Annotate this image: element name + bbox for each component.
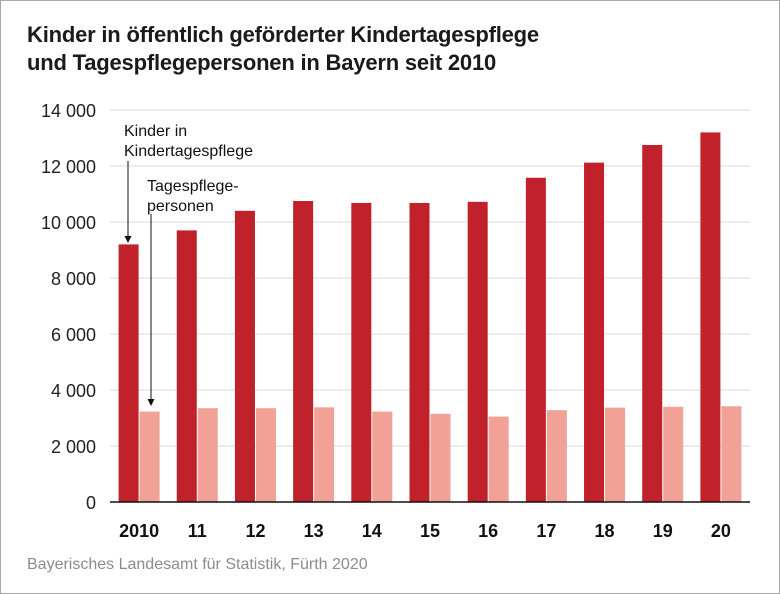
bar-children <box>467 201 488 502</box>
x-tick-label: 20 <box>711 521 731 541</box>
y-tick-label: 12 000 <box>41 157 96 177</box>
annotation-children-arrow-head <box>124 236 132 243</box>
y-tick-label: 10 000 <box>41 213 96 233</box>
bar-persons <box>488 416 509 502</box>
y-tick-label: 2 000 <box>51 437 96 457</box>
annotation-children-line1: Kinder in <box>124 123 187 140</box>
x-tick-label: 18 <box>595 521 615 541</box>
x-tick-label: 14 <box>362 521 382 541</box>
bar-persons <box>605 407 626 502</box>
bar-children <box>525 177 546 502</box>
bar-persons <box>372 411 393 502</box>
bar-children <box>234 210 255 503</box>
bar-children <box>584 162 605 502</box>
annotation-persons-line2: personen <box>147 198 214 215</box>
y-tick-label: 0 <box>86 493 96 513</box>
y-tick-label: 4 000 <box>51 381 96 401</box>
annotation-persons-arrow-head <box>147 399 155 406</box>
bar-persons <box>663 406 684 502</box>
chart-title-line2: und Tagespflegepersonen in Bayern seit 2… <box>27 50 497 75</box>
bar-persons <box>314 407 335 502</box>
bar-persons <box>546 410 567 502</box>
bar-persons <box>139 411 160 502</box>
x-tick-label: 15 <box>420 521 440 541</box>
bar-children <box>409 202 430 502</box>
annotation-children: Kinder in Kindertagespflege <box>124 123 253 243</box>
x-tick-label: 13 <box>304 521 324 541</box>
source-note: Bayerisches Landesamt für Statistik, Für… <box>27 556 368 573</box>
bars <box>110 132 750 503</box>
x-tick-label: 11 <box>188 521 207 541</box>
bar-persons <box>197 408 218 502</box>
bar-children <box>176 230 197 502</box>
annotation-persons-line1: Tagespflege- <box>147 178 239 195</box>
annotation-persons: Tagespflege- personen <box>147 178 239 406</box>
y-tick-label: 6 000 <box>51 325 96 345</box>
bar-children <box>118 244 139 502</box>
x-axis-tick-labels: 2010 11 12 13 14 15 16 17 18 19 20 <box>119 521 731 541</box>
x-tick-label: 12 <box>245 521 265 541</box>
bar-persons <box>430 413 451 502</box>
bar-persons <box>721 406 742 502</box>
x-tick-label: 17 <box>536 521 556 541</box>
x-tick-label: 19 <box>653 521 673 541</box>
bar-children <box>642 145 663 502</box>
bar-persons <box>255 408 276 502</box>
y-tick-label: 8 000 <box>51 269 96 289</box>
chart-title-line1: Kinder in öffentlich geförderter Kindert… <box>27 22 539 47</box>
x-tick-label: 16 <box>478 521 498 541</box>
bar-children <box>293 201 314 502</box>
y-tick-label: 14 000 <box>41 101 96 121</box>
x-tick-label: 2010 <box>119 521 159 541</box>
annotation-children-line2: Kindertagespflege <box>124 143 253 160</box>
y-axis-tick-labels: 0 2 000 4 000 6 000 8 000 10 000 12 000 14 000 <box>41 101 96 513</box>
bar-children <box>700 132 721 502</box>
chart-title: Kinder in öffentlich geförderter Kindert… <box>27 21 767 77</box>
bar-children <box>351 202 372 502</box>
